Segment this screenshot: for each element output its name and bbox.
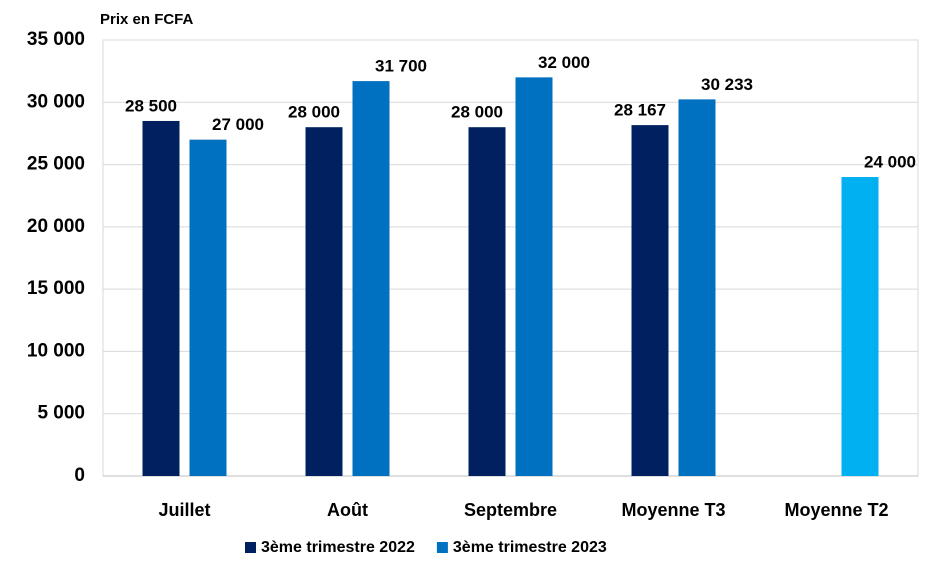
x-tick-label: Août [327, 500, 368, 520]
value-label: 28 000 [288, 103, 340, 122]
legend-swatch [245, 542, 256, 553]
value-label: 27 000 [212, 115, 264, 134]
bar [841, 177, 879, 476]
bar [352, 81, 390, 476]
y-tick-label: 20 000 [27, 216, 85, 237]
legend-swatch [436, 542, 448, 553]
bar [515, 77, 553, 476]
x-tick-label: Moyenne T2 [784, 500, 888, 520]
value-label: 28 000 [451, 103, 503, 122]
y-tick-label: 30 000 [27, 91, 85, 112]
bar [468, 127, 506, 476]
legend-label: 3ème trimestre 2023 [453, 539, 607, 556]
y-tick-label: 25 000 [27, 154, 85, 175]
value-label: 28 500 [125, 96, 177, 115]
bar [631, 125, 669, 476]
y-tick-label: 35 000 [27, 29, 85, 50]
bar [142, 120, 180, 476]
y-tick-label: 0 [74, 465, 85, 486]
value-label: 31 700 [375, 57, 427, 76]
value-label: 30 233 [701, 75, 753, 94]
value-label: 32 000 [538, 53, 590, 72]
y-tick-label: 15 000 [27, 278, 85, 299]
x-tick-label: Septembre [464, 500, 557, 520]
bar [189, 139, 227, 476]
bar [305, 127, 343, 476]
y-tick-label: 5 000 [37, 403, 85, 424]
bar [678, 99, 716, 476]
y-tick-label: 10 000 [27, 340, 85, 361]
y-axis-label: Prix en FCFA [100, 11, 194, 28]
value-label: 28 167 [614, 101, 666, 120]
value-label: 24 000 [864, 153, 916, 172]
x-tick-label: Juillet [158, 500, 210, 520]
x-tick-label: Moyenne T3 [621, 500, 725, 520]
legend-label: 3ème trimestre 2022 [261, 539, 415, 556]
